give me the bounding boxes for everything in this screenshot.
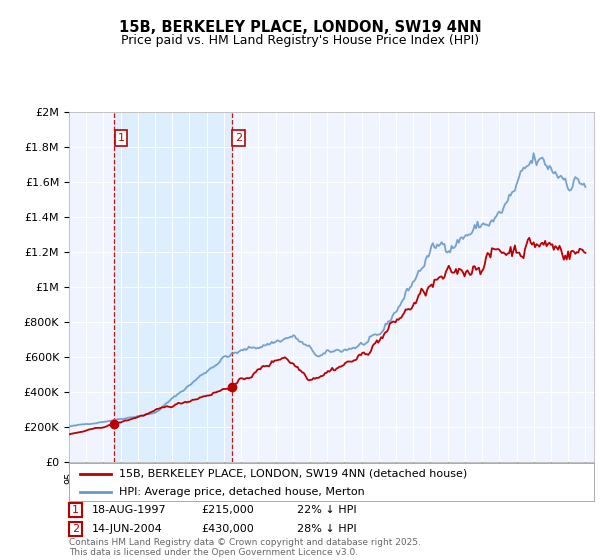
Text: 15B, BERKELEY PLACE, LONDON, SW19 4NN: 15B, BERKELEY PLACE, LONDON, SW19 4NN xyxy=(119,20,481,35)
Text: 2: 2 xyxy=(235,133,242,143)
Text: Contains HM Land Registry data © Crown copyright and database right 2025.
This d: Contains HM Land Registry data © Crown c… xyxy=(69,538,421,557)
Text: £215,000: £215,000 xyxy=(201,505,254,515)
Text: 18-AUG-1997: 18-AUG-1997 xyxy=(92,505,166,515)
Text: 28% ↓ HPI: 28% ↓ HPI xyxy=(297,524,356,534)
Text: HPI: Average price, detached house, Merton: HPI: Average price, detached house, Mert… xyxy=(119,487,365,497)
Text: 1: 1 xyxy=(72,505,79,515)
Bar xyxy=(114,112,232,462)
Text: 2: 2 xyxy=(72,524,79,534)
Text: Price paid vs. HM Land Registry's House Price Index (HPI): Price paid vs. HM Land Registry's House … xyxy=(121,34,479,46)
Text: 15B, BERKELEY PLACE, LONDON, SW19 4NN (detached house): 15B, BERKELEY PLACE, LONDON, SW19 4NN (d… xyxy=(119,469,467,479)
Text: 1: 1 xyxy=(118,133,125,143)
Text: 14-JUN-2004: 14-JUN-2004 xyxy=(92,524,163,534)
Text: £430,000: £430,000 xyxy=(201,524,254,534)
Text: 22% ↓ HPI: 22% ↓ HPI xyxy=(297,505,356,515)
